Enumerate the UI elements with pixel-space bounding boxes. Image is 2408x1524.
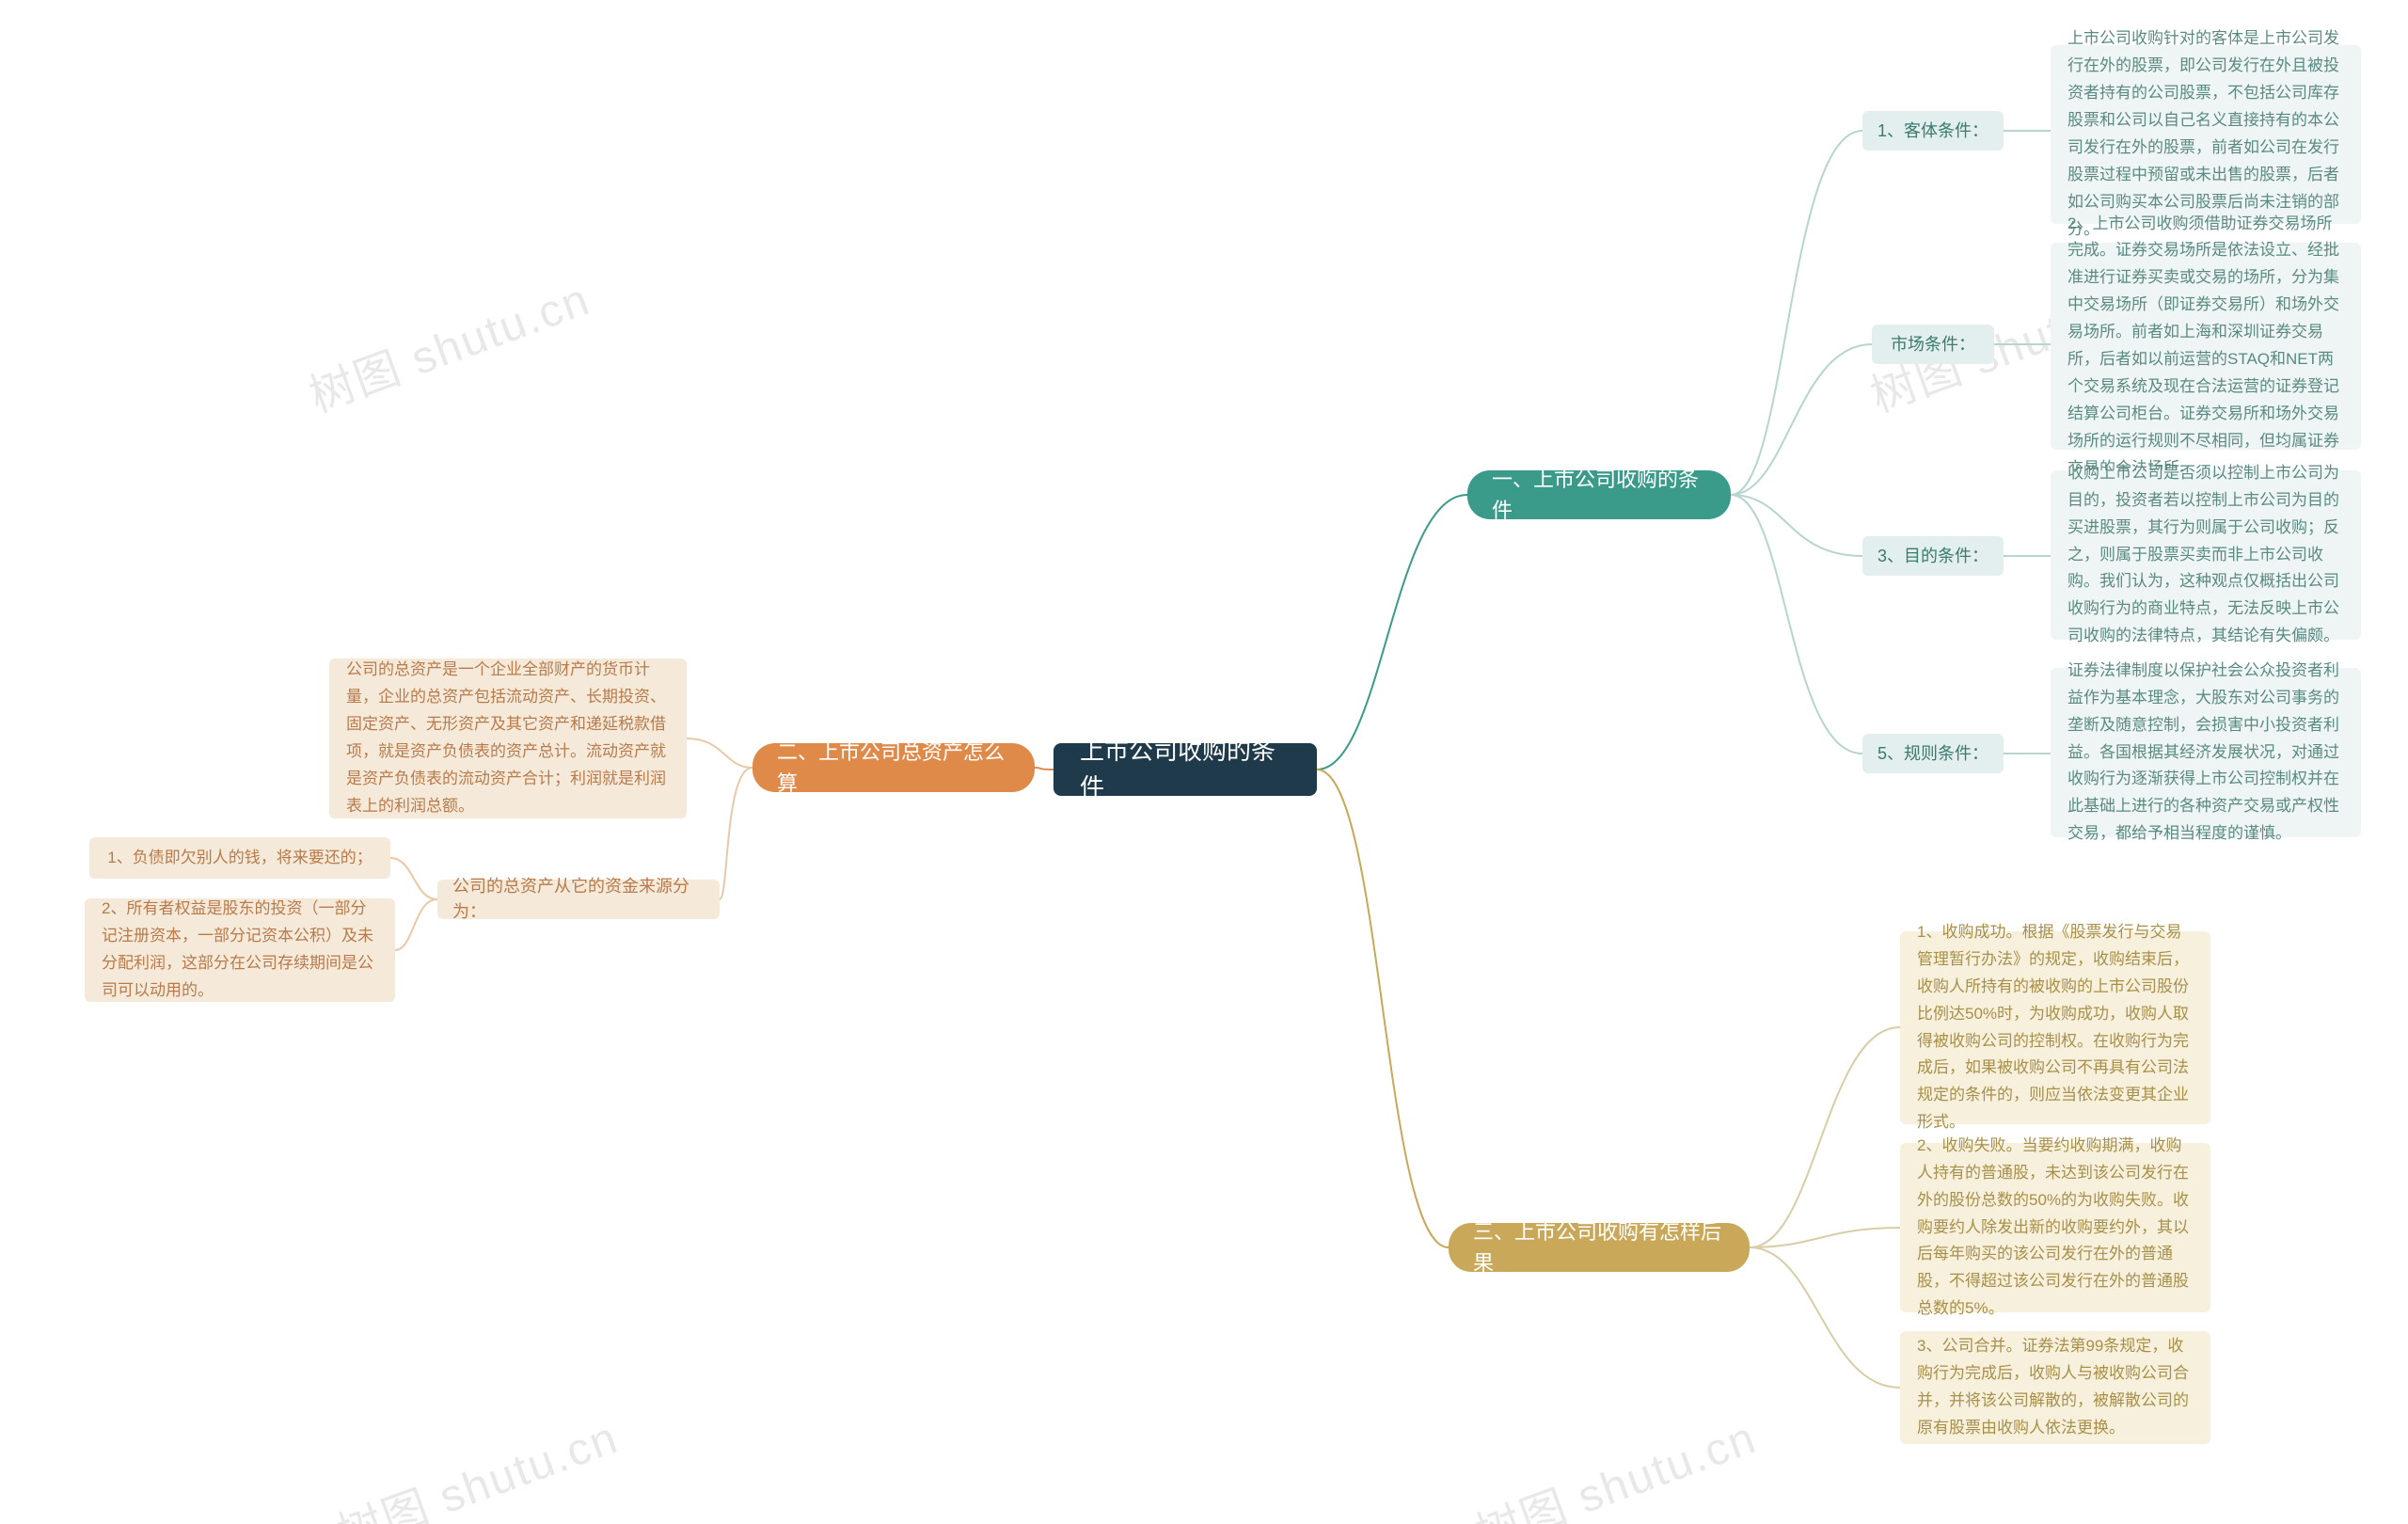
watermark: 树图 shutu.cn <box>326 1401 626 1524</box>
branch-1-leaf-4: 证券法律制度以保护社会公众投资者利益作为基本理念，大股东对公司事务的垄断及随意控… <box>2051 668 2361 837</box>
branch-1-sub-3[interactable]: 3、目的条件： <box>1862 536 2004 576</box>
watermark: 树图 shutu.cn <box>1465 1401 1764 1524</box>
branch-1[interactable]: 一、上市公司收购的条件 <box>1467 470 1731 519</box>
branch-2-leaf-b2: 2、所有者权益是股东的投资（一部分记注册资本，一部分记资本公积）及未分配利润，这… <box>85 898 395 1002</box>
branch-2[interactable]: 二、上市公司总资产怎么算 <box>752 743 1035 792</box>
branch-2-sub-b[interactable]: 公司的总资产从它的资金来源分为： <box>437 880 720 919</box>
mindmap-canvas: 树图 shutu.cn 树图 shutu.cn 树图 shutu.cn 树图 s… <box>0 0 2408 1524</box>
branch-1-leaf-3: 收购上市公司是否须以控制上市公司为目的，投资者若以控制上市公司为目的买进股票，其… <box>2051 470 2361 640</box>
branch-1-sub-2[interactable]: 市场条件： <box>1872 325 1994 364</box>
branch-1-sub-4[interactable]: 5、规则条件： <box>1862 734 2004 773</box>
branch-1-sub-1[interactable]: 1、客体条件： <box>1862 111 2004 151</box>
branch-1-leaf-2: 2、上市公司收购须借助证券交易场所完成。证券交易场所是依法设立、经批准进行证券买… <box>2051 243 2361 450</box>
branch-3-leaf-3: 3、公司合并。证券法第99条规定，收购行为完成后，收购人与被收购公司合并，并将该… <box>1900 1331 2210 1444</box>
branch-3-leaf-1: 1、收购成功。根据《股票发行与交易管理暂行办法》的规定，收购结束后，收购人所持有… <box>1900 931 2210 1124</box>
branch-2-leaf-b1: 1、负债即欠别人的钱，将来要还的； <box>89 837 390 879</box>
center-node[interactable]: 上市公司收购的条件 <box>1054 743 1317 796</box>
watermark: 树图 shutu.cn <box>298 262 597 425</box>
branch-1-leaf-1: 上市公司收购针对的客体是上市公司发行在外的股票，即公司发行在外且被投资者持有的公… <box>2051 45 2361 224</box>
branch-3[interactable]: 三、上市公司收购有怎样后果 <box>1449 1223 1750 1272</box>
branch-3-leaf-2: 2、收购失败。当要约收购期满，收购人持有的普通股，未达到该公司发行在外的股份总数… <box>1900 1143 2210 1312</box>
branch-2-sub-a: 公司的总资产是一个企业全部财产的货币计量，企业的总资产包括流动资产、长期投资、固… <box>329 659 687 818</box>
